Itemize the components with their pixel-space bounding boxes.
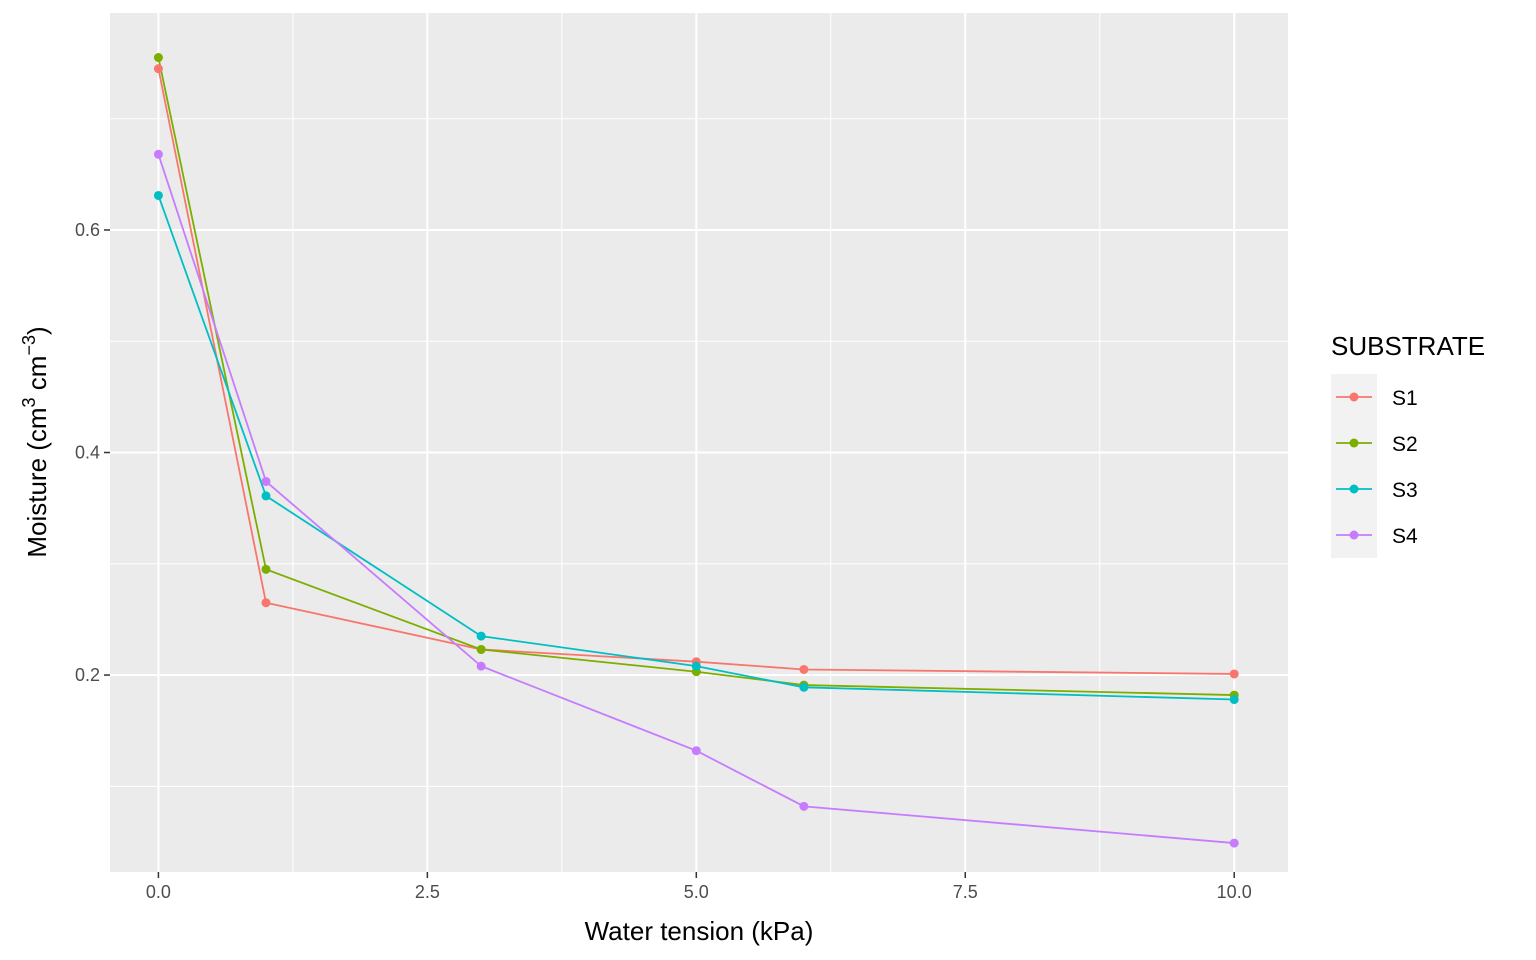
data-point-s3 bbox=[261, 491, 271, 501]
y-tick-label: 0.4 bbox=[75, 443, 100, 463]
data-point-s1 bbox=[1229, 669, 1239, 679]
data-point-s1 bbox=[799, 664, 809, 674]
legend-key-background bbox=[1331, 374, 1377, 558]
data-point-s4 bbox=[153, 149, 163, 159]
series-line-s2 bbox=[157, 57, 1235, 696]
legend-label-s4: S4 bbox=[1392, 525, 1418, 548]
y-tick-label: 0.6 bbox=[75, 220, 100, 240]
data-point-s4 bbox=[1229, 838, 1239, 848]
legend-key-point bbox=[1349, 530, 1359, 540]
legend-key-point bbox=[1349, 392, 1359, 402]
data-point-s4 bbox=[261, 476, 271, 486]
y-tick-label: 0.2 bbox=[75, 665, 100, 685]
legend-label-s3: S3 bbox=[1392, 479, 1418, 502]
data-point-s3 bbox=[476, 631, 486, 641]
y-axis-title: Moisture (cm3 cm−3) bbox=[19, 326, 52, 557]
x-tick-label: 2.5 bbox=[415, 882, 440, 902]
x-axis-ticks: 0.0 2.5 5.0 7.5 10.0 bbox=[146, 872, 1252, 902]
data-point-s4 bbox=[476, 661, 486, 671]
data-point-s2 bbox=[261, 564, 271, 574]
data-point-s1 bbox=[153, 64, 163, 74]
x-tick-label: 7.5 bbox=[953, 882, 978, 902]
minor-gridlines bbox=[110, 13, 1288, 872]
legend-title: SUBSTRATE bbox=[1331, 331, 1485, 361]
legend-key-point bbox=[1349, 484, 1359, 494]
series-line-s1 bbox=[157, 68, 1235, 675]
series-layer bbox=[153, 53, 1239, 848]
data-point-s4 bbox=[691, 746, 701, 756]
x-axis-title: Water tension (kPa) bbox=[585, 916, 814, 946]
legend-label-s1: S1 bbox=[1392, 387, 1418, 410]
series-line-s3 bbox=[157, 195, 1235, 701]
x-tick-label: 0.0 bbox=[146, 882, 171, 902]
data-point-s1 bbox=[261, 598, 271, 608]
data-point-s3 bbox=[1229, 695, 1239, 705]
data-point-s2 bbox=[476, 644, 486, 654]
x-tick-label: 5.0 bbox=[684, 882, 709, 902]
legend-label-s2: S2 bbox=[1392, 433, 1418, 456]
data-point-s2 bbox=[153, 53, 163, 63]
y-axis-ticks: 0.2 0.4 0.6 bbox=[75, 220, 110, 685]
data-point-s4 bbox=[799, 801, 809, 811]
data-point-s3 bbox=[799, 682, 809, 692]
x-tick-label: 10.0 bbox=[1217, 882, 1252, 902]
legend: S1 S2 S3 S4 bbox=[1331, 374, 1418, 558]
data-point-s3 bbox=[153, 190, 163, 200]
plot-panel bbox=[110, 13, 1288, 872]
data-point-s3 bbox=[691, 661, 701, 671]
series-line-s4 bbox=[157, 154, 1235, 844]
legend-key-point bbox=[1349, 438, 1359, 448]
